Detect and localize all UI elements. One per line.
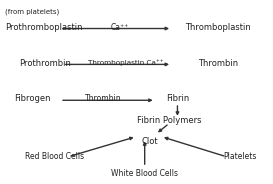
- Text: Prothromboplastin: Prothromboplastin: [5, 23, 83, 32]
- Text: Ca⁺⁺: Ca⁺⁺: [111, 23, 129, 32]
- Text: Clot: Clot: [142, 137, 158, 146]
- Text: Prothrombin: Prothrombin: [19, 59, 71, 68]
- Text: Thromboplastin Ca⁺⁺: Thromboplastin Ca⁺⁺: [88, 59, 164, 66]
- Text: Thrombin: Thrombin: [198, 59, 238, 68]
- Text: (from platelets): (from platelets): [5, 8, 60, 15]
- Text: Thromboplastin: Thromboplastin: [186, 23, 251, 32]
- Text: White Blood Cells: White Blood Cells: [111, 169, 178, 178]
- Text: Red Blood Cells: Red Blood Cells: [25, 152, 84, 161]
- Text: Fibrin Polymers: Fibrin Polymers: [137, 116, 201, 125]
- Text: Fibrogen: Fibrogen: [14, 94, 50, 103]
- Text: Fibrin: Fibrin: [166, 94, 189, 103]
- Text: Thrombin: Thrombin: [85, 94, 122, 103]
- Text: Platelets: Platelets: [224, 152, 257, 161]
